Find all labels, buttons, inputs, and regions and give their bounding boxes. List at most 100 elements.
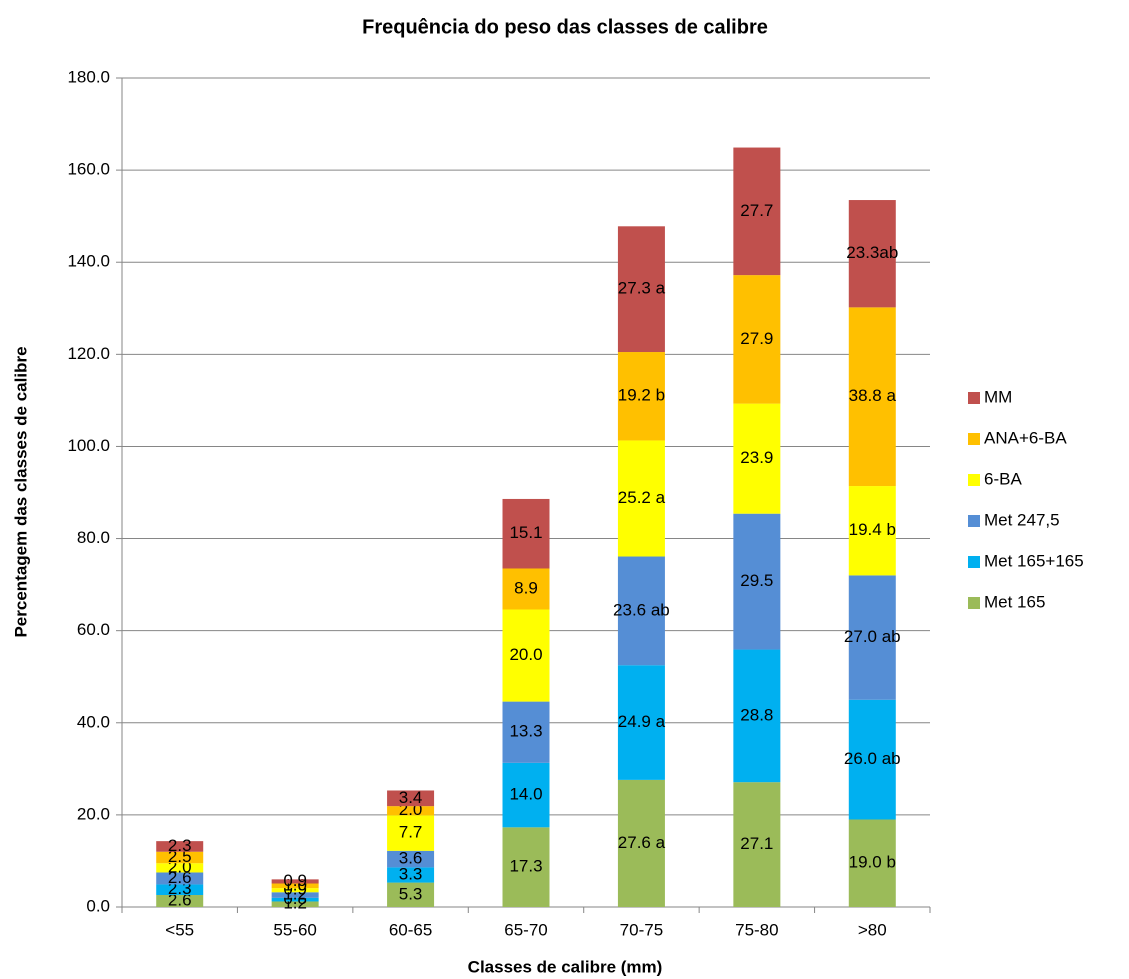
data-label: 3.3 <box>399 864 423 883</box>
y-axis-label: Percentagem das classes de calibre <box>11 346 30 637</box>
legend-swatch <box>968 515 980 527</box>
bar-segment <box>502 609 550 702</box>
bar-segment <box>387 815 435 851</box>
bar-segment <box>502 701 550 763</box>
bar-segment <box>387 882 435 907</box>
data-label: 7.7 <box>399 823 423 842</box>
data-label: 19.4 b <box>849 520 896 539</box>
y-tick-label: 40.0 <box>77 712 110 731</box>
bar-segment <box>271 892 319 898</box>
bar-segment <box>848 699 896 820</box>
x-tick-label: <55 <box>165 920 194 939</box>
bar-segment <box>848 486 896 576</box>
data-label: 27.9 <box>740 329 773 348</box>
data-label: 26.0 ab <box>844 749 901 768</box>
data-label: 2.3 <box>168 836 192 855</box>
y-tick-label: 80.0 <box>77 528 110 547</box>
data-label: 38.8 a <box>849 386 897 405</box>
data-label: 20.0 <box>509 645 542 664</box>
legend-label: Met 165 <box>984 592 1045 611</box>
bar-segment <box>502 568 550 610</box>
bar-segment <box>617 556 665 666</box>
data-label: 25.2 a <box>618 488 666 507</box>
data-label: 0.9 <box>283 871 307 890</box>
bar-segment <box>271 897 319 902</box>
bar-segment <box>387 850 435 868</box>
bar-segment <box>617 352 665 441</box>
data-label: 28.8 <box>740 705 773 724</box>
bar-segment <box>271 901 319 907</box>
bar-segment <box>387 790 435 807</box>
x-tick-label: 70-75 <box>620 920 663 939</box>
data-label: 3.6 <box>399 849 423 868</box>
data-label: 27.0 ab <box>844 627 901 646</box>
data-label: 8.9 <box>514 578 538 597</box>
x-tick-label: 65-70 <box>504 920 547 939</box>
y-tick-label: 180.0 <box>67 67 110 86</box>
bar-segment <box>617 779 665 907</box>
bar-segment <box>156 851 204 864</box>
bar-segment <box>502 827 550 907</box>
bar-segment <box>733 403 781 514</box>
data-label: 19.0 b <box>849 853 896 872</box>
chart-title: Frequência do peso das classes de calibr… <box>362 16 768 38</box>
legend-label: Met 165+165 <box>984 551 1084 570</box>
bar-segment <box>156 872 204 885</box>
y-tick-label: 120.0 <box>67 344 110 363</box>
y-tick-label: 0.0 <box>86 896 110 915</box>
bar-segment <box>733 782 781 907</box>
data-label: 17.3 <box>509 857 542 876</box>
legend-label: 6-BA <box>984 469 1022 488</box>
legend-swatch <box>968 392 980 404</box>
legend-swatch <box>968 433 980 445</box>
bar-segment <box>617 226 665 353</box>
legend-label: Met 247,5 <box>984 510 1060 529</box>
legend-swatch <box>968 474 980 486</box>
bar-segment <box>271 883 319 889</box>
bar-segment <box>502 762 550 828</box>
data-label: 19.2 b <box>618 386 665 405</box>
y-tick-label: 140.0 <box>67 252 110 271</box>
x-tick-label: >80 <box>858 920 887 939</box>
data-label: 23.3ab <box>846 243 898 262</box>
x-tick-label: 55-60 <box>273 920 316 939</box>
data-label: 29.5 <box>740 571 773 590</box>
data-label: 27.1 <box>740 834 773 853</box>
data-label: 14.0 <box>509 785 542 804</box>
x-tick-label: 75-80 <box>735 920 778 939</box>
bar-segment <box>156 841 204 852</box>
data-label: 27.6 a <box>618 833 666 852</box>
y-tick-label: 20.0 <box>77 804 110 823</box>
bar-segment <box>733 147 781 276</box>
y-tick-label: 160.0 <box>67 160 110 179</box>
bar-segment <box>271 879 319 884</box>
data-label: 23.6 ab <box>613 600 670 619</box>
data-label: 13.3 <box>509 722 542 741</box>
data-label: 5.3 <box>399 884 423 903</box>
bar-segment <box>156 863 204 873</box>
y-tick-label: 100.0 <box>67 436 110 455</box>
x-axis-label: Classes de calibre (mm) <box>468 957 663 976</box>
x-tick-label: 60-65 <box>389 920 432 939</box>
bar-segment <box>733 649 781 783</box>
legend-swatch <box>968 556 980 568</box>
bar-segment <box>387 806 435 816</box>
y-tick-label: 60.0 <box>77 620 110 639</box>
legend-label: MM <box>984 387 1012 406</box>
data-label: 24.9 a <box>618 712 666 731</box>
bar-segment <box>617 440 665 557</box>
bar-segment <box>733 275 781 404</box>
data-label: 27.7 <box>740 201 773 220</box>
data-label: 23.9 <box>740 448 773 467</box>
data-label: 3.4 <box>399 788 423 807</box>
bar-segment <box>848 575 896 700</box>
bar-segment <box>848 307 896 487</box>
bar-segment <box>271 888 319 893</box>
bar-segment <box>733 513 781 650</box>
bar-segment <box>617 665 665 780</box>
data-label: 15.1 <box>509 523 542 542</box>
bar-segment <box>156 895 204 907</box>
bar-segment <box>387 867 435 883</box>
data-label: 27.3 a <box>618 279 666 298</box>
